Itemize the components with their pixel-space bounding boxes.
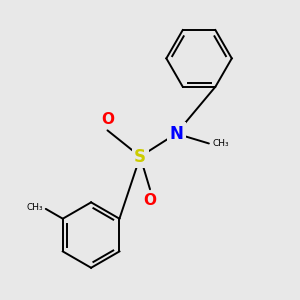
Text: S: S xyxy=(134,148,146,166)
Text: O: O xyxy=(143,193,157,208)
Text: N: N xyxy=(169,124,183,142)
Text: CH₃: CH₃ xyxy=(26,203,43,212)
Text: CH₃: CH₃ xyxy=(212,139,229,148)
Text: O: O xyxy=(101,112,114,127)
